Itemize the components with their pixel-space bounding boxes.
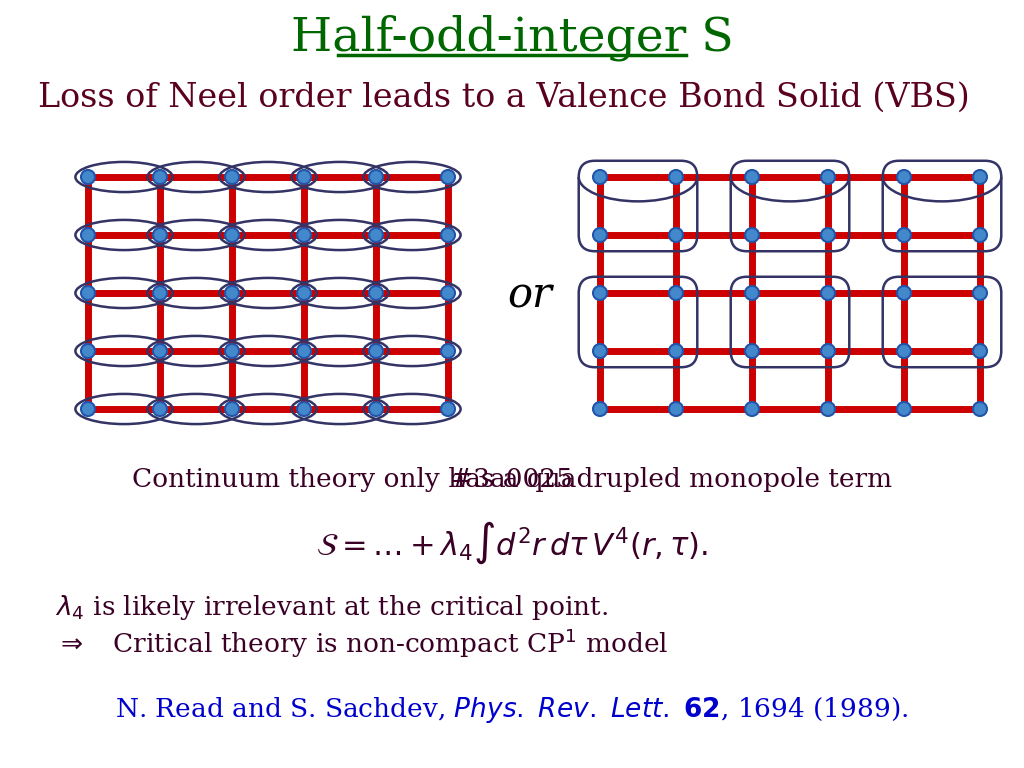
Circle shape [669, 170, 683, 184]
Circle shape [593, 286, 607, 300]
Circle shape [821, 228, 835, 242]
Circle shape [81, 228, 95, 242]
Text: N. Read and S. Sachdev, $\mathit{Phys.\ Rev.\ Lett.}$ $\mathbf{62}$, 1694 (1989): N. Read and S. Sachdev, $\mathit{Phys.\ … [116, 695, 908, 725]
Circle shape [81, 402, 95, 416]
Circle shape [441, 344, 455, 358]
Circle shape [821, 344, 835, 358]
Circle shape [821, 170, 835, 184]
Circle shape [153, 344, 167, 358]
Text: Continuum theory only has a quadrupled monopole term: Continuum theory only has a quadrupled m… [132, 467, 892, 492]
Text: $\mathcal{S} = \ldots + \lambda_4 \int d^2r\,d\tau\, V^4(r,\tau).$: $\mathcal{S} = \ldots + \lambda_4 \int d… [316, 520, 708, 567]
Circle shape [593, 344, 607, 358]
Circle shape [441, 402, 455, 416]
Circle shape [745, 402, 759, 416]
Circle shape [897, 170, 911, 184]
Circle shape [897, 344, 911, 358]
Circle shape [369, 170, 383, 184]
Circle shape [369, 228, 383, 242]
Circle shape [669, 228, 683, 242]
Circle shape [973, 286, 987, 300]
Circle shape [745, 228, 759, 242]
Circle shape [225, 286, 239, 300]
Text: or: or [508, 274, 552, 316]
Circle shape [745, 286, 759, 300]
Circle shape [441, 170, 455, 184]
Circle shape [745, 344, 759, 358]
Text: $\Rightarrow$   Critical theory is non-compact CP$^1$ model: $\Rightarrow$ Critical theory is non-com… [55, 627, 669, 660]
Circle shape [973, 402, 987, 416]
Text: #3a0025: #3a0025 [451, 467, 573, 492]
Text: $\lambda_4$ is likely irrelevant at the critical point.: $\lambda_4$ is likely irrelevant at the … [55, 593, 608, 622]
Circle shape [369, 286, 383, 300]
Circle shape [441, 286, 455, 300]
Text: Loss of Neel order leads to a Valence Bond Solid (VBS): Loss of Neel order leads to a Valence Bo… [38, 82, 970, 114]
Circle shape [225, 170, 239, 184]
Circle shape [973, 344, 987, 358]
Circle shape [669, 344, 683, 358]
Circle shape [973, 170, 987, 184]
Text: Half-odd-integer S: Half-odd-integer S [291, 15, 733, 61]
Circle shape [973, 228, 987, 242]
Circle shape [745, 170, 759, 184]
Circle shape [153, 170, 167, 184]
Circle shape [153, 228, 167, 242]
Circle shape [153, 402, 167, 416]
Circle shape [669, 286, 683, 300]
Circle shape [81, 286, 95, 300]
Circle shape [369, 344, 383, 358]
Circle shape [593, 228, 607, 242]
Circle shape [441, 228, 455, 242]
Circle shape [669, 402, 683, 416]
Circle shape [225, 344, 239, 358]
Circle shape [225, 228, 239, 242]
Circle shape [81, 170, 95, 184]
Circle shape [225, 402, 239, 416]
Circle shape [897, 286, 911, 300]
Circle shape [593, 170, 607, 184]
Circle shape [897, 402, 911, 416]
Circle shape [297, 402, 311, 416]
Circle shape [369, 402, 383, 416]
Circle shape [153, 286, 167, 300]
Circle shape [297, 344, 311, 358]
Circle shape [821, 402, 835, 416]
Circle shape [297, 228, 311, 242]
Circle shape [821, 286, 835, 300]
Circle shape [297, 170, 311, 184]
Circle shape [897, 228, 911, 242]
Circle shape [297, 286, 311, 300]
Circle shape [593, 402, 607, 416]
Circle shape [81, 344, 95, 358]
